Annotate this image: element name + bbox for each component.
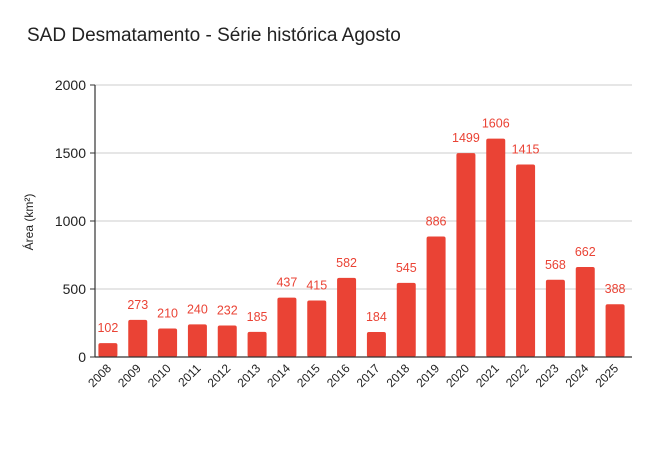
- y-axis-label: Área (km²): [21, 194, 36, 251]
- data-label: 415: [306, 279, 327, 293]
- bar-2014: [277, 297, 297, 357]
- data-label: 568: [545, 258, 566, 272]
- data-label: 886: [426, 215, 447, 229]
- x-tick-label: 2016: [324, 361, 353, 390]
- bar-2013: [247, 331, 267, 357]
- x-tick-label: 2024: [563, 361, 592, 390]
- x-tick-label: 2018: [384, 361, 413, 390]
- x-tick-label: 2025: [592, 361, 621, 390]
- x-tick-label: 2023: [533, 361, 562, 390]
- y-tick-label: 2000: [55, 77, 86, 93]
- x-tick-label: 2019: [413, 361, 442, 390]
- bar-2021: [486, 138, 506, 357]
- data-label: 545: [396, 261, 417, 275]
- data-label: 184: [366, 310, 387, 324]
- y-tick-label: 1500: [55, 145, 86, 161]
- bar-2018: [396, 282, 416, 357]
- data-label: 388: [605, 282, 626, 296]
- data-label: 273: [127, 298, 148, 312]
- data-label: 1606: [482, 117, 510, 131]
- data-label: 662: [575, 245, 596, 259]
- bar-2009: [128, 319, 148, 357]
- x-tick-label: 2017: [354, 361, 383, 390]
- bar-2017: [366, 331, 386, 357]
- data-label: 102: [97, 321, 118, 335]
- bar-2022: [516, 164, 536, 357]
- x-tick-label: 2014: [264, 361, 293, 390]
- x-tick-label: 2022: [503, 361, 532, 390]
- bar-2010: [158, 328, 178, 357]
- chart-title: SAD Desmatamento - Série histórica Agost…: [27, 25, 401, 46]
- data-label: 210: [157, 306, 178, 320]
- data-label: 232: [217, 303, 238, 317]
- data-label: 1499: [452, 131, 480, 145]
- bar-2015: [307, 300, 327, 357]
- data-label: 240: [187, 302, 208, 316]
- bar-2016: [337, 277, 357, 357]
- bar-2020: [456, 153, 476, 357]
- x-tick-label: 2013: [234, 361, 263, 390]
- x-tick-label: 2020: [443, 361, 472, 390]
- bar-2008: [98, 343, 118, 357]
- data-label: 582: [336, 256, 357, 270]
- bar-2024: [575, 266, 595, 357]
- x-tick-label: 2012: [205, 361, 234, 390]
- x-tick-label: 2010: [145, 361, 174, 390]
- y-tick-label: 1000: [55, 213, 86, 229]
- data-label: 185: [247, 310, 268, 324]
- y-tick-label: 0: [78, 349, 86, 365]
- x-tick-label: 2009: [115, 361, 144, 390]
- bar-2012: [217, 325, 237, 357]
- x-tick-label: 2008: [85, 361, 114, 390]
- bar-2011: [187, 324, 207, 357]
- y-tick-label: 500: [63, 281, 87, 297]
- x-tick-label: 2011: [175, 361, 203, 389]
- data-label: 1415: [512, 143, 540, 157]
- data-label: 437: [276, 276, 297, 290]
- x-tick-label: 2015: [294, 361, 323, 390]
- bar-2025: [605, 304, 625, 357]
- bar-2023: [545, 279, 565, 357]
- x-tick-label: 2021: [473, 361, 502, 390]
- bar-2019: [426, 236, 446, 357]
